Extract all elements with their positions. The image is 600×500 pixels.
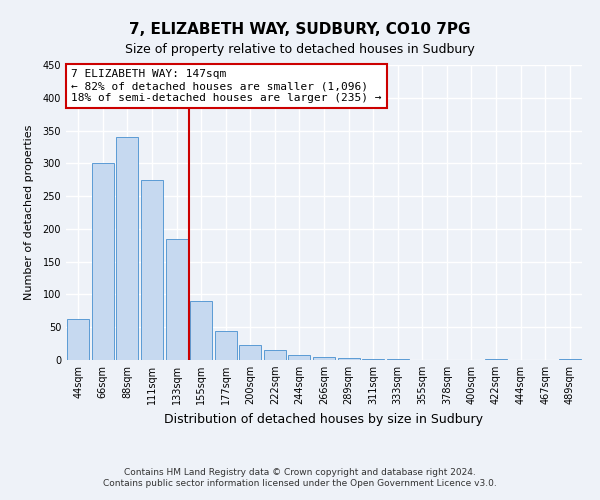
- Bar: [264, 350, 286, 360]
- Bar: [313, 356, 335, 360]
- Text: Contains HM Land Registry data © Crown copyright and database right 2024.
Contai: Contains HM Land Registry data © Crown c…: [103, 468, 497, 487]
- X-axis label: Distribution of detached houses by size in Sudbury: Distribution of detached houses by size …: [164, 412, 484, 426]
- Bar: [166, 238, 188, 360]
- Bar: [141, 180, 163, 360]
- Bar: [215, 330, 237, 360]
- Bar: [289, 355, 310, 360]
- Bar: [338, 358, 359, 360]
- Y-axis label: Number of detached properties: Number of detached properties: [24, 125, 34, 300]
- Bar: [190, 301, 212, 360]
- Bar: [362, 358, 384, 360]
- Bar: [67, 320, 89, 360]
- Bar: [92, 164, 114, 360]
- Bar: [116, 137, 139, 360]
- Bar: [239, 345, 262, 360]
- Text: 7 ELIZABETH WAY: 147sqm
← 82% of detached houses are smaller (1,096)
18% of semi: 7 ELIZABETH WAY: 147sqm ← 82% of detache…: [71, 70, 382, 102]
- Text: 7, ELIZABETH WAY, SUDBURY, CO10 7PG: 7, ELIZABETH WAY, SUDBURY, CO10 7PG: [129, 22, 471, 38]
- Text: Size of property relative to detached houses in Sudbury: Size of property relative to detached ho…: [125, 42, 475, 56]
